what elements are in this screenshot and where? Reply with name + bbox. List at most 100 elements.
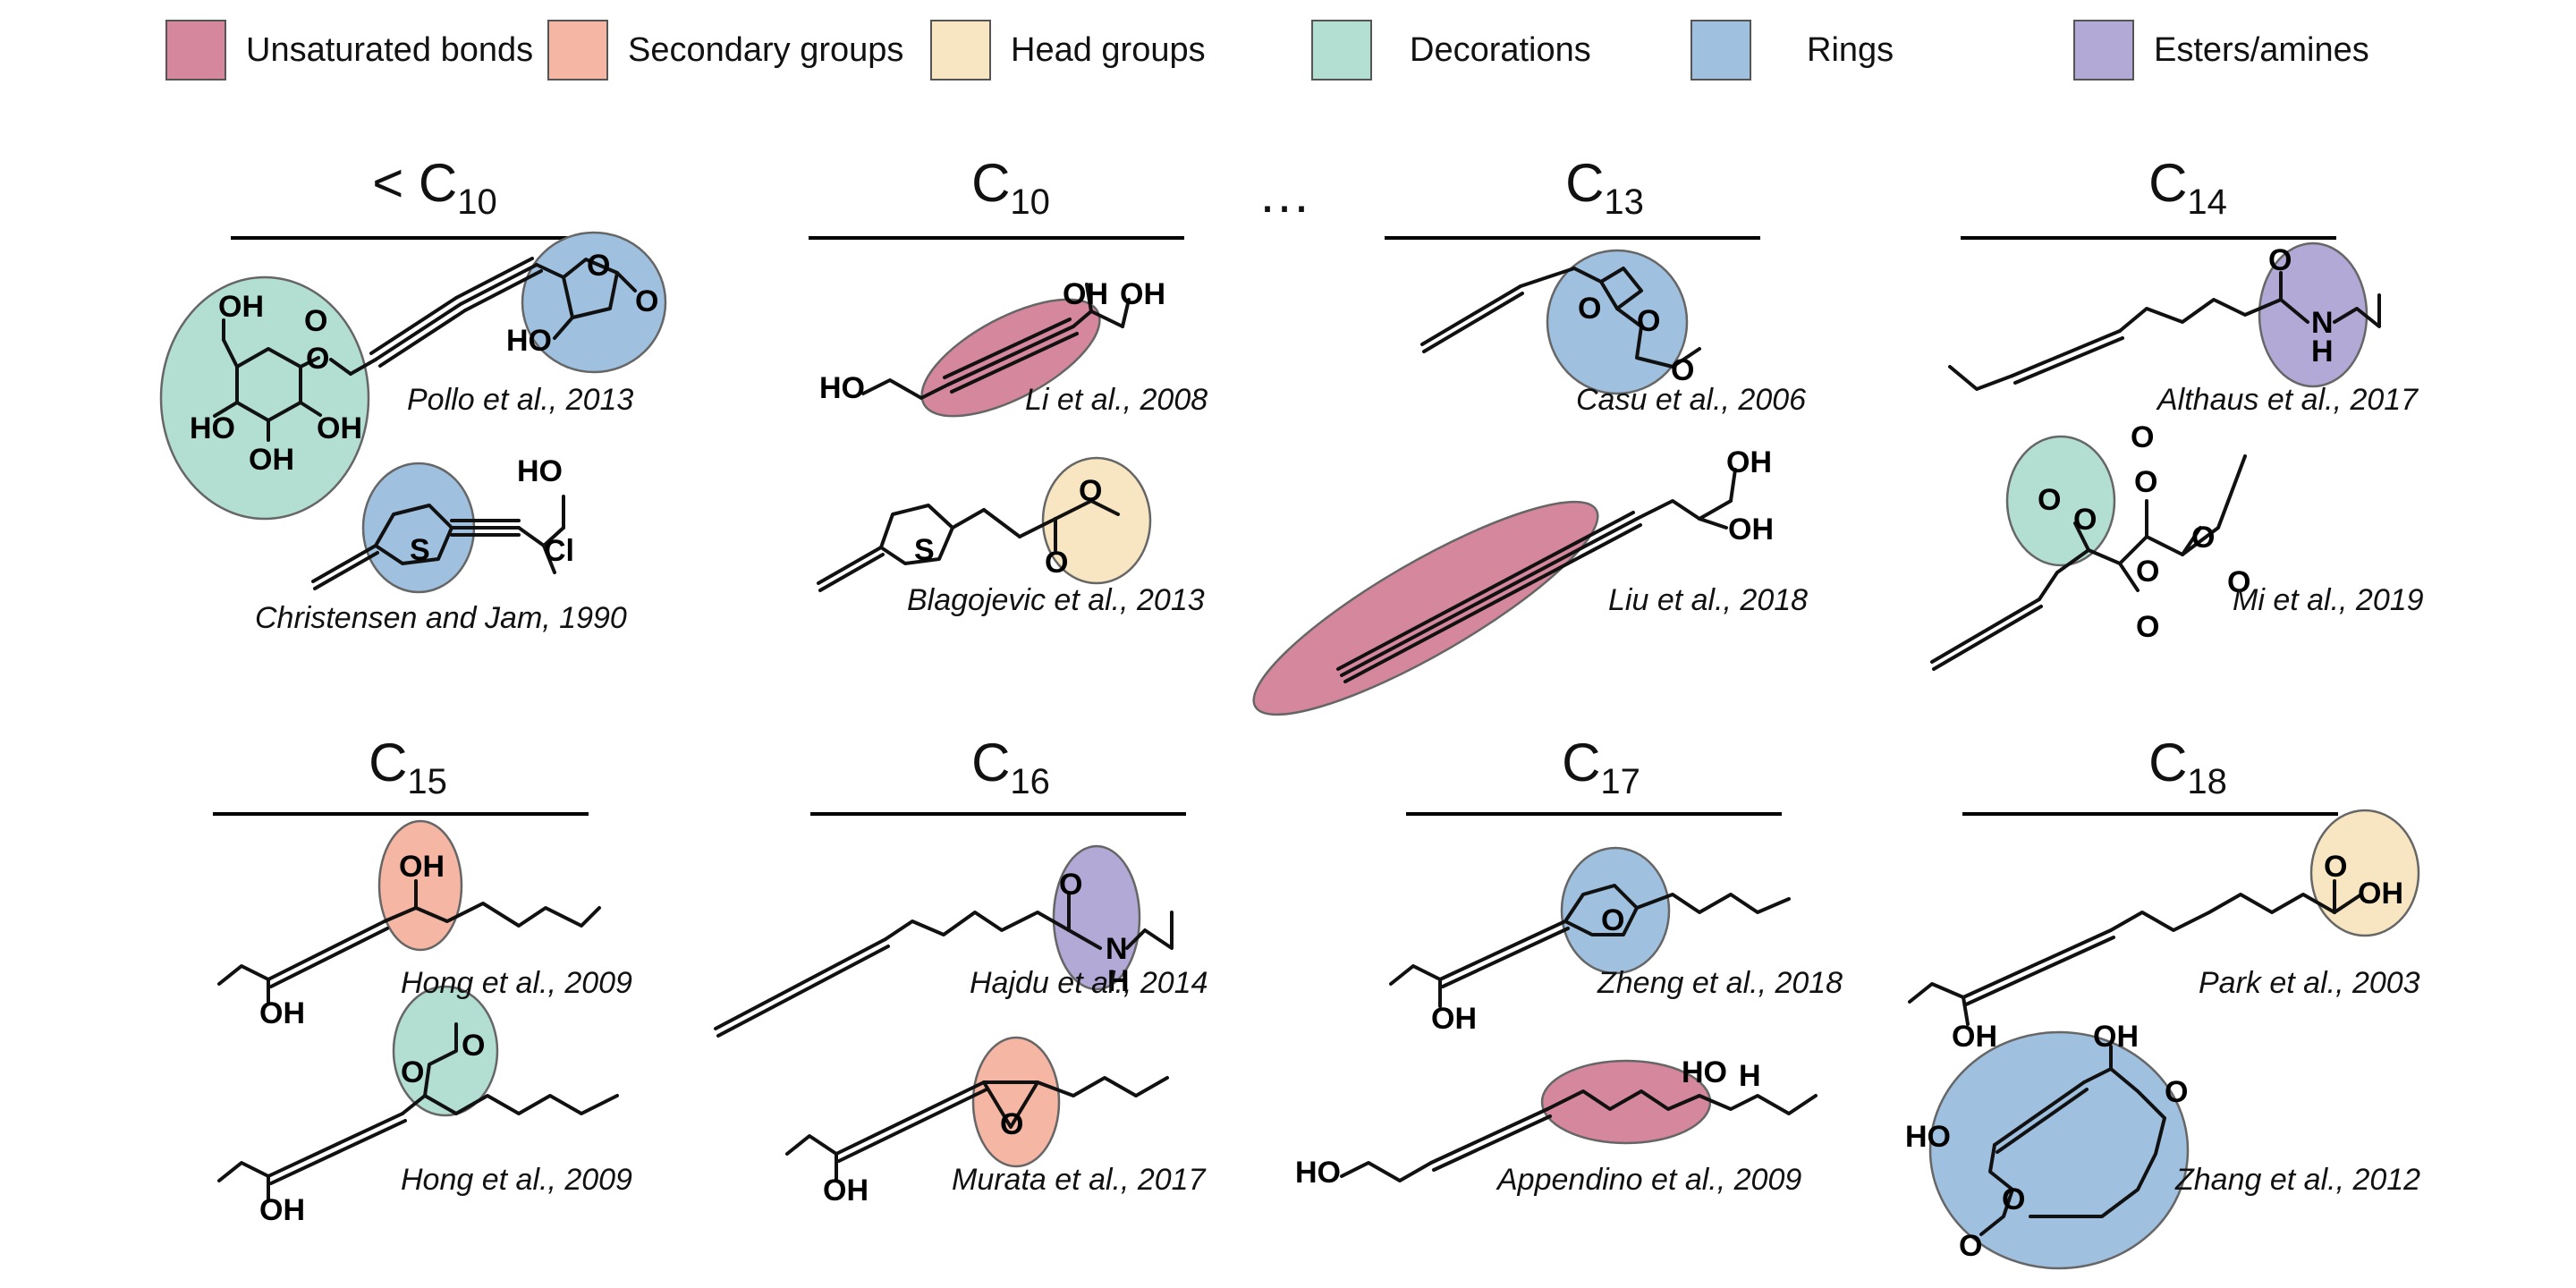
column-title-c16: C16 <box>971 733 1050 801</box>
column-title-lt-c10: < C10 <box>372 153 497 222</box>
atom-label: OH <box>218 290 264 324</box>
legend-label: Esters/amines <box>2154 30 2369 69</box>
column-rule <box>231 236 606 240</box>
citation-hong-a: Hong et al., 2009 <box>401 966 632 1000</box>
highlight-rings <box>1928 1030 2190 1270</box>
citation-appendino: Appendino et al., 2009 <box>1497 1163 1802 1197</box>
atom-label: O <box>306 342 329 376</box>
atom-label: N <box>2311 306 2334 340</box>
legend-label: Head groups <box>1011 30 1206 69</box>
atom-label: O <box>2136 555 2159 589</box>
atom-label: O <box>1059 868 1082 902</box>
molecule-hajdu: O N H <box>714 844 1174 1038</box>
molecule-casu: O O O <box>1420 249 1701 395</box>
highlight-secondary-groups <box>971 1036 1061 1168</box>
atom-label: O <box>2002 1182 2025 1216</box>
atom-label: H <box>1107 964 1130 998</box>
column-title-c15: C15 <box>369 733 447 801</box>
citation-hong-b: Hong et al., 2009 <box>401 1163 632 1197</box>
legend-swatch <box>2073 20 2134 80</box>
legend-swatch <box>547 20 608 80</box>
atom-label: O <box>2268 243 2292 277</box>
molecule-liu: OH OH <box>1252 445 1774 716</box>
ellipsis: … <box>1258 164 1311 224</box>
legend-item-unsaturated-bonds: Unsaturated bonds <box>165 18 533 82</box>
molecule-hong-b: O O OH <box>217 985 619 1227</box>
atom-label: O <box>2191 521 2215 555</box>
highlight-esters-amines <box>1052 844 1141 991</box>
column-title-c14: C14 <box>2148 153 2227 222</box>
highlight-decorations <box>159 275 370 521</box>
atom-label: OH <box>259 1193 305 1227</box>
legend-label: Rings <box>1807 30 1894 69</box>
molecule-pollo: OH HO OH OH O O O O HO <box>159 231 667 521</box>
atom-label: HO <box>1905 1120 1951 1154</box>
legend-swatch <box>165 20 226 80</box>
atom-label: OH <box>1726 445 1772 479</box>
molecule-zhang: HO OH O O O <box>1905 1020 2190 1270</box>
atom-label: HO <box>1682 1055 1727 1089</box>
molecule-christensen: S HO Cl <box>311 454 574 594</box>
highlight-decorations <box>2005 435 2116 567</box>
molecule-althaus: O N H <box>1948 242 2381 391</box>
atom-label: HO <box>506 324 552 358</box>
molecule-blagojevic: S O O <box>817 456 1152 592</box>
column-rule <box>1385 236 1760 240</box>
molecule-li: HO OH OH <box>819 277 1165 418</box>
citation-liu: Liu et al., 2018 <box>1608 583 1809 617</box>
atom-label: H <box>1739 1059 1761 1093</box>
atom-label: OH <box>1952 1020 1997 1054</box>
atom-label: O <box>2038 483 2061 517</box>
atom-label: O <box>2073 503 2097 537</box>
citation-park: Park et al., 2003 <box>2199 966 2420 1000</box>
atom-label: OH <box>399 850 445 884</box>
atom-label: HO <box>819 371 865 405</box>
highlight-rings <box>521 231 667 374</box>
atom-label: N <box>1106 932 1128 966</box>
legend-swatch <box>1311 20 1372 80</box>
atom-label: O <box>401 1055 424 1089</box>
legend-swatch <box>1690 20 1751 80</box>
atom-label: Cl <box>544 534 574 568</box>
atom-label: O <box>2136 610 2159 644</box>
column-title-c18: C18 <box>2148 733 2227 801</box>
atom-label: OH <box>1063 277 1108 311</box>
atom-label: OH <box>259 996 305 1030</box>
molecule-murata: O OH <box>785 1036 1169 1208</box>
legend-item-head-groups: Head groups <box>930 18 1206 82</box>
atom-label: O <box>1637 304 1660 338</box>
highlight-decorations <box>392 985 499 1117</box>
highlight-unsaturated-bonds <box>1252 500 1599 716</box>
legend-swatch <box>930 20 991 80</box>
column-title-c10: C10 <box>971 153 1050 222</box>
column-rule <box>213 812 589 816</box>
molecule-appendino: HO HO H <box>1295 1055 1818 1190</box>
citation-althaus: Althaus et al., 2017 <box>2157 383 2419 417</box>
atom-label: OH <box>823 1174 869 1208</box>
atom-label: HO <box>517 454 563 488</box>
legend-item-rings: Rings <box>1690 18 1894 82</box>
legend-item-esters-amines: Esters/amines <box>2073 18 2369 82</box>
molecule-hong-a: OH OH <box>217 819 601 1030</box>
column-rule <box>1962 812 2338 816</box>
highlight-rings <box>1546 249 1689 395</box>
atom-label: OH <box>1120 277 1165 311</box>
atom-label: S <box>914 533 935 567</box>
atom-label: HO <box>1295 1156 1341 1190</box>
atom-label: O <box>1959 1229 1982 1263</box>
atom-label: O <box>462 1029 485 1063</box>
atom-label: H <box>2311 335 2334 369</box>
citation-mi: Mi et al., 2019 <box>2233 583 2424 617</box>
legend-label: Unsaturated bonds <box>246 30 534 69</box>
atom-label: O <box>304 304 327 338</box>
citation-pollo: Pollo et al., 2013 <box>407 383 634 417</box>
atom-label: O <box>1000 1107 1023 1141</box>
atom-label: O <box>1045 546 1068 580</box>
citation-casu: Casu et al., 2006 <box>1576 383 1807 417</box>
atom-label: O <box>587 249 610 283</box>
column-rule <box>1406 812 1782 816</box>
citation-li: Li et al., 2008 <box>1025 383 1208 417</box>
atom-label: HO <box>190 411 235 445</box>
molecule-zheng: O OH <box>1389 846 1791 1036</box>
